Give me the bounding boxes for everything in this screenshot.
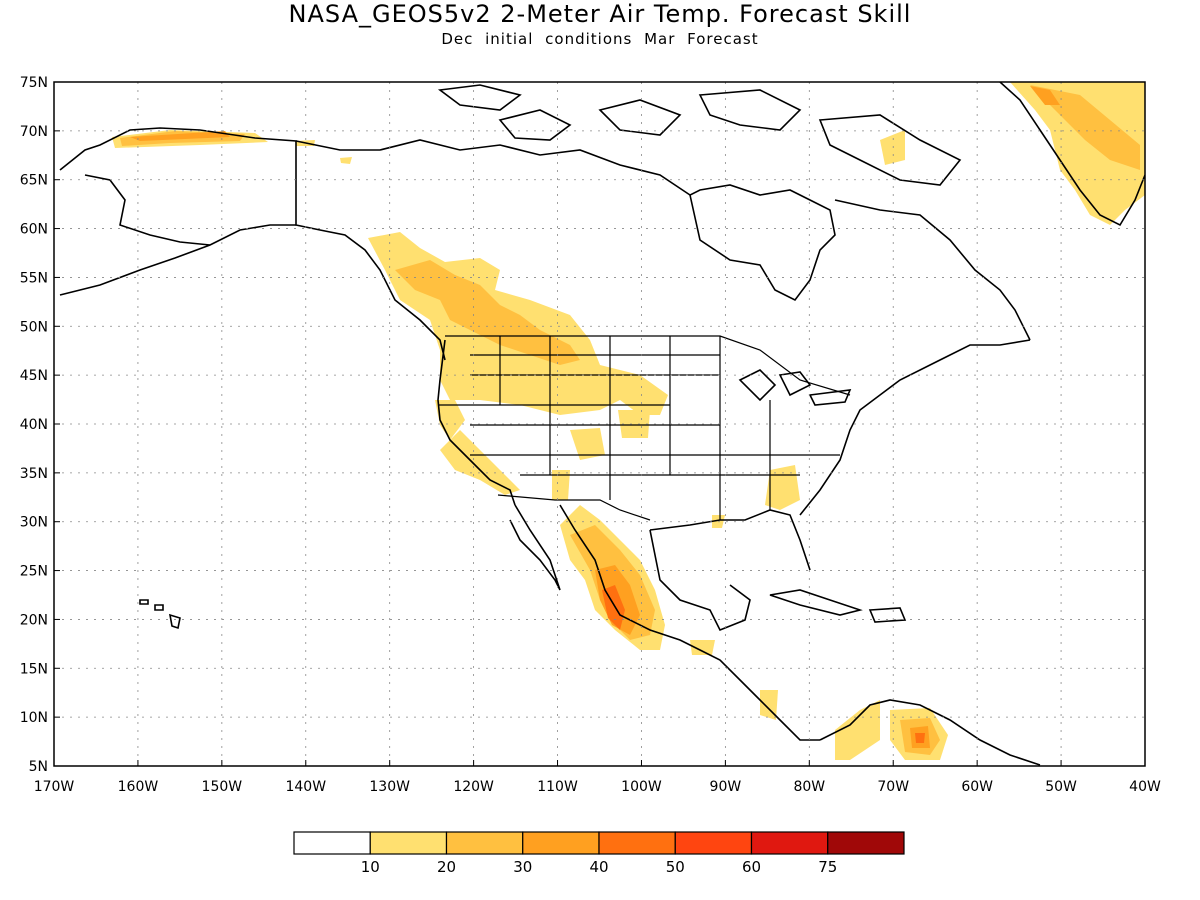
colorbar-swatch [674,831,753,855]
colorbar-label: 50 [666,858,685,876]
lon-label: 100W [621,779,662,795]
colorbar-swatch [827,831,905,855]
lon-label: 120W [453,779,494,795]
lat-label: 20N [20,612,48,628]
colorbar-label: 10 [361,858,380,876]
colorbar-swatch [750,831,829,855]
lon-label: 40W [1129,779,1161,795]
lat-label: 5N [29,759,48,775]
lon-label: 80W [793,779,825,795]
colorbar-label: 30 [513,858,532,876]
lat-label: 15N [20,661,48,677]
skill-shading [112,82,1145,760]
lat-label: 45N [20,368,48,384]
political-borders [438,335,851,521]
colorbar-swatch [598,831,676,855]
lat-label: 65N [20,173,48,189]
graticule [54,82,1145,766]
colorbar: 10 20 30 40 50 60 75 [293,831,905,876]
lon-label: 110W [537,779,578,795]
map-title: NASA_GEOS5v2 2-Meter Air Temp. Forecast … [288,0,912,28]
colorbar-swatch [522,831,600,855]
lon-label: 140W [285,779,326,795]
colorbar-label: 40 [589,858,608,876]
lat-label: 75N [20,75,48,91]
lon-label: 50W [1045,779,1077,795]
lat-label: 10N [20,710,48,726]
colorbar-swatch [369,831,448,855]
colorbar-label: 60 [742,858,761,876]
lon-label: 150W [202,779,243,795]
lon-label: 170W [34,779,75,795]
lat-label: 50N [20,319,48,335]
lat-label: 70N [20,124,48,140]
axis-ticks: 170W 160W 150W 140W 130W 120W 110W 100W 90W 80W 70… [20,75,1161,795]
colorbar-label: 20 [437,858,456,876]
lat-label: 25N [20,564,48,580]
skill-region-greenland [1010,82,1145,225]
lat-label: 35N [20,466,48,482]
colorbar-swatch [445,831,524,855]
lat-label: 55N [20,270,48,286]
lon-label: 160W [118,779,159,795]
lon-label: 90W [710,779,742,795]
map-subtitle: Dec initial conditions Mar Forecast [441,30,759,48]
colorbar-swatch [293,831,371,855]
lat-label: 30N [20,515,48,531]
lon-label: 70W [877,779,909,795]
lat-label: 60N [20,222,48,238]
lon-label: 60W [961,779,993,795]
lat-label: 40N [20,417,48,433]
lon-label: 130W [369,779,410,795]
coastlines [59,82,1145,766]
colorbar-label: 75 [818,858,837,876]
